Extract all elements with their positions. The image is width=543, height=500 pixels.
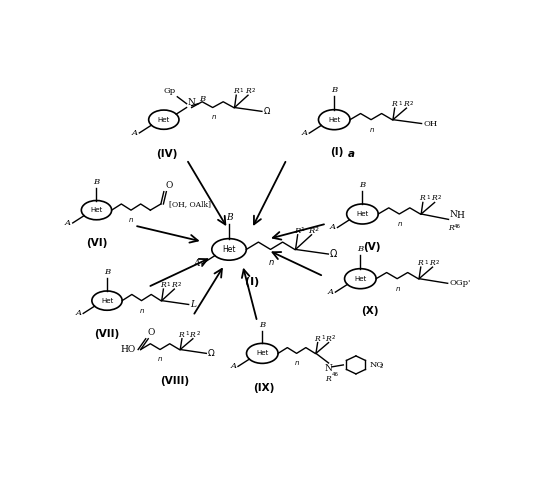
Text: N: N <box>450 210 457 218</box>
Text: A: A <box>193 260 200 268</box>
Text: R: R <box>308 227 314 235</box>
Text: 46: 46 <box>453 224 460 228</box>
Text: (VI): (VI) <box>86 238 107 248</box>
Text: Het: Het <box>101 298 113 304</box>
Text: A: A <box>327 288 333 296</box>
Text: 2: 2 <box>438 195 441 200</box>
Text: A: A <box>230 362 236 370</box>
Text: Het: Het <box>354 276 367 281</box>
Text: Het: Het <box>157 116 170 122</box>
Text: 2: 2 <box>436 260 439 265</box>
Text: R: R <box>171 281 176 289</box>
Text: n: n <box>158 356 163 362</box>
Text: (VIII): (VIII) <box>161 376 190 386</box>
Text: R: R <box>325 374 331 382</box>
Text: Het: Het <box>222 245 236 254</box>
Text: Het: Het <box>90 207 103 213</box>
Text: B: B <box>226 213 232 222</box>
Text: R: R <box>447 224 453 232</box>
Text: H: H <box>456 211 464 220</box>
Text: R: R <box>420 194 425 202</box>
Text: A: A <box>65 219 71 227</box>
Text: 46: 46 <box>332 372 338 377</box>
Text: R: R <box>245 87 250 95</box>
Text: OGp': OGp' <box>450 280 471 287</box>
Text: 1: 1 <box>239 88 243 93</box>
Text: R: R <box>403 100 409 108</box>
Text: n: n <box>295 360 299 366</box>
Text: n: n <box>370 126 374 132</box>
Text: 1: 1 <box>167 282 171 287</box>
Text: (IX): (IX) <box>253 384 274 394</box>
Text: R: R <box>431 194 437 202</box>
Text: Ω: Ω <box>263 107 270 116</box>
Text: B: B <box>104 268 110 276</box>
Text: 2: 2 <box>332 336 336 340</box>
Text: 1: 1 <box>426 195 430 200</box>
Text: R: R <box>294 227 300 235</box>
Text: 1: 1 <box>398 101 401 106</box>
Text: Het: Het <box>356 211 369 217</box>
Text: B: B <box>331 86 337 94</box>
Text: Ω: Ω <box>330 249 337 259</box>
Text: R: R <box>233 87 238 95</box>
Text: (I): (I) <box>245 277 260 287</box>
Text: B: B <box>357 246 363 254</box>
Text: (IV): (IV) <box>156 148 178 158</box>
Text: A: A <box>301 129 307 137</box>
Text: Ω: Ω <box>208 349 215 358</box>
Text: A: A <box>131 129 138 137</box>
Text: Het: Het <box>256 350 268 356</box>
Text: n: n <box>140 308 144 314</box>
Text: N: N <box>187 98 195 107</box>
Text: 2: 2 <box>380 364 383 370</box>
Text: R: R <box>325 334 331 342</box>
Text: 2: 2 <box>178 282 181 287</box>
Text: O: O <box>148 328 155 337</box>
Text: N: N <box>325 364 332 373</box>
Text: A: A <box>330 224 336 232</box>
Text: L: L <box>191 300 197 309</box>
Text: a: a <box>348 148 355 158</box>
Text: 1: 1 <box>300 228 304 232</box>
Text: 2: 2 <box>251 88 255 93</box>
Text: R: R <box>190 330 195 338</box>
Text: B: B <box>93 178 99 186</box>
Text: B: B <box>259 320 266 328</box>
Text: A: A <box>75 310 81 318</box>
Text: R: R <box>392 100 397 108</box>
Text: 2: 2 <box>410 101 413 106</box>
Text: 1: 1 <box>321 336 325 340</box>
Text: n: n <box>397 221 402 227</box>
Text: (V): (V) <box>363 242 381 252</box>
Text: R: R <box>314 334 320 342</box>
Text: 2: 2 <box>314 228 318 232</box>
Text: 2: 2 <box>196 332 200 336</box>
Text: R: R <box>160 281 166 289</box>
Text: R: R <box>418 259 423 267</box>
Text: Gp: Gp <box>163 87 175 95</box>
Text: R: R <box>179 330 184 338</box>
Text: n: n <box>269 258 274 267</box>
Text: [OH, OAlk]: [OH, OAlk] <box>169 200 211 208</box>
Text: B: B <box>359 180 365 188</box>
Text: NO: NO <box>369 361 384 369</box>
Text: Het: Het <box>328 116 340 122</box>
Text: R: R <box>429 259 435 267</box>
Text: (I): (I) <box>331 148 344 158</box>
Text: O: O <box>165 180 173 190</box>
Text: n: n <box>395 286 400 292</box>
Text: 1: 1 <box>424 260 427 265</box>
Text: B: B <box>200 94 206 102</box>
Text: (VII): (VII) <box>94 328 119 338</box>
Text: (X): (X) <box>361 306 379 316</box>
Text: HO: HO <box>121 345 136 354</box>
Text: 1: 1 <box>185 332 189 336</box>
Text: n: n <box>211 114 216 120</box>
Text: n: n <box>128 217 133 223</box>
Text: OH: OH <box>423 120 438 128</box>
